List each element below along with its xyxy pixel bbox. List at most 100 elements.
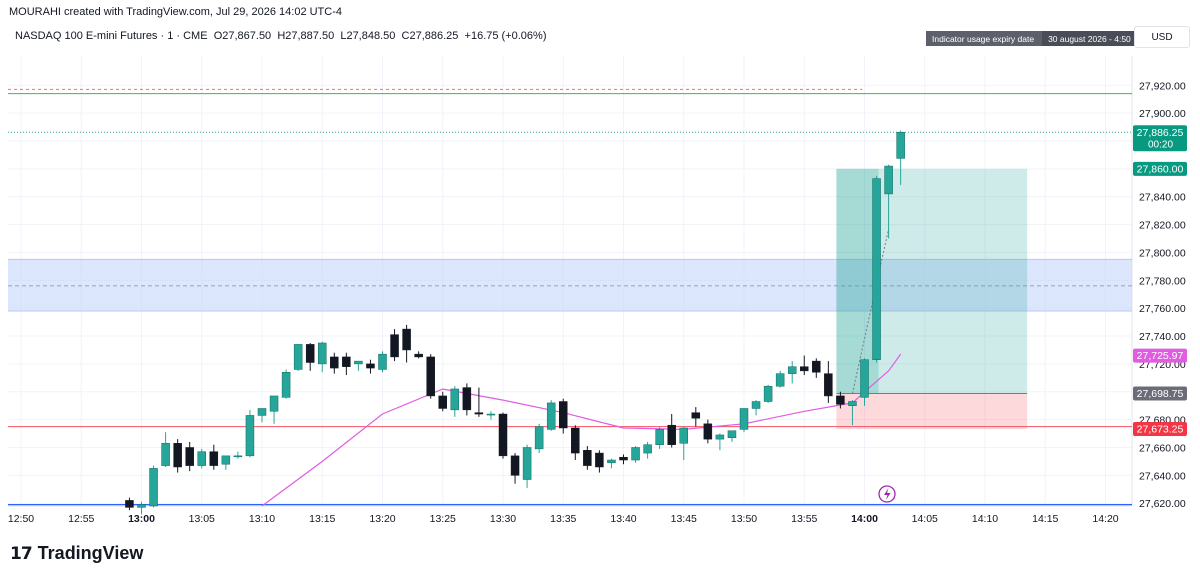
candle-body — [896, 132, 905, 159]
candle — [872, 175, 881, 363]
candle — [185, 441, 194, 472]
price-label-text: 27,698.75 — [1137, 388, 1184, 400]
candle-body — [571, 427, 580, 454]
x-tick-label: 13:30 — [490, 513, 516, 525]
candle-body — [209, 451, 219, 466]
x-tick-label: 13:55 — [791, 513, 817, 525]
candle — [233, 451, 243, 459]
x-tick-label: 13:35 — [550, 513, 576, 525]
candle — [619, 454, 628, 465]
candle-body — [595, 452, 604, 468]
y-tick-label: 27,900.00 — [1139, 108, 1186, 120]
y-tick-label: 27,920.00 — [1139, 80, 1186, 92]
candle-body — [281, 372, 291, 398]
candle-body — [703, 423, 713, 440]
y-tick-label: 27,740.00 — [1139, 331, 1186, 343]
x-tick-label: 13:10 — [249, 513, 275, 525]
candle-body — [655, 429, 664, 445]
candle-body — [474, 412, 484, 415]
candle-body — [884, 165, 893, 195]
tradingview-logo[interactable]: 17 TradingView — [10, 543, 143, 564]
candle — [631, 446, 640, 463]
price-label-countdown: 00:20 — [1148, 139, 1173, 150]
candle — [438, 391, 447, 412]
candle-body — [330, 356, 339, 369]
candle — [679, 426, 688, 461]
candle — [426, 354, 435, 399]
x-tick-label: 13:15 — [309, 513, 335, 525]
candle-body — [679, 427, 688, 444]
candle — [510, 453, 520, 484]
candle — [546, 400, 556, 431]
y-tick-label: 27,620.00 — [1139, 498, 1186, 510]
candle-body — [715, 434, 725, 440]
ohlc-change: +16.75 (+0.06%) — [464, 30, 547, 42]
price-label-box — [1133, 386, 1187, 401]
candle-body — [245, 415, 255, 457]
candle — [667, 414, 676, 448]
y-tick-label: 27,840.00 — [1139, 192, 1186, 204]
x-tick-label: 13:20 — [369, 513, 395, 525]
candle — [269, 395, 279, 424]
candle — [812, 358, 821, 378]
candle-body — [354, 360, 363, 365]
candle-body — [137, 504, 146, 508]
candle — [330, 352, 339, 374]
candle-body — [860, 359, 869, 398]
candle — [245, 409, 255, 458]
candle — [414, 351, 423, 359]
price-label-box — [1133, 161, 1187, 176]
candle-body — [269, 395, 279, 412]
lightning-icon-bolt — [884, 488, 891, 500]
currency-button[interactable]: USD — [1134, 26, 1190, 48]
candle-body — [739, 408, 749, 430]
candle — [739, 408, 749, 433]
candle — [571, 425, 580, 461]
candle — [583, 446, 592, 470]
candle-body — [293, 344, 303, 370]
candle — [293, 344, 303, 371]
candle-body — [125, 500, 134, 508]
candle — [860, 358, 869, 406]
candle — [474, 387, 484, 417]
candle-body — [402, 328, 411, 351]
position-filled-zone — [836, 168, 879, 394]
candle — [751, 400, 761, 416]
y-tick-label: 27,760.00 — [1139, 303, 1186, 315]
candle-body — [161, 443, 170, 466]
badge-label: Indicator usage expiry date — [932, 33, 1035, 44]
candle — [221, 455, 231, 470]
candle-body — [257, 408, 267, 416]
candle — [354, 360, 363, 371]
candle-body — [787, 366, 797, 374]
candle — [305, 342, 315, 371]
x-tick-label: 13:50 — [731, 513, 757, 525]
candle-body — [438, 395, 447, 409]
candle — [342, 352, 351, 376]
candle-body — [872, 178, 881, 360]
x-tick-label: 14:00 — [851, 513, 878, 525]
candle-body — [546, 402, 556, 430]
position-stop-zone — [836, 393, 1028, 430]
candle — [824, 361, 833, 403]
candle-body — [342, 356, 351, 367]
symbol-name[interactable]: NASDAQ 100 E-mini Futures · 1 · CME — [15, 30, 208, 42]
position-path-line — [851, 228, 890, 394]
candle-body — [149, 468, 158, 507]
x-tick-label: 13:45 — [671, 513, 697, 525]
candle-body — [185, 447, 194, 466]
moving-average-line — [261, 353, 902, 507]
candle-body — [812, 360, 821, 373]
candle-body — [751, 401, 761, 409]
candle-body — [667, 424, 676, 445]
candle — [462, 383, 472, 416]
price-label-box — [1133, 422, 1187, 437]
candle-body — [534, 426, 544, 450]
candle — [173, 439, 182, 473]
candle — [775, 370, 785, 388]
candle — [125, 497, 134, 511]
candle — [486, 411, 496, 420]
lightning-icon[interactable] — [878, 485, 896, 503]
candle-body — [450, 388, 460, 411]
